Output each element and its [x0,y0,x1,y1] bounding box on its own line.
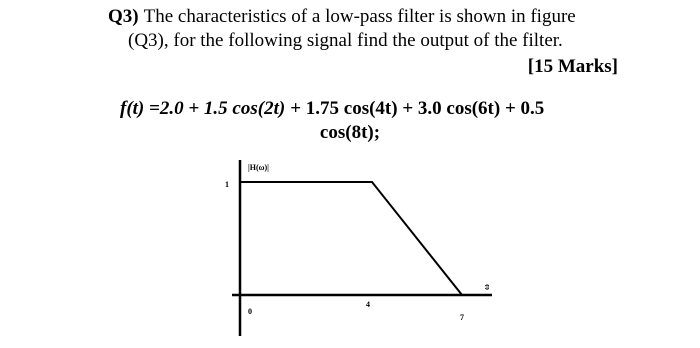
equation-bold: + 1.75 cos(4t) + 3.0 cos(6t) + 0.5 [290,98,545,119]
x-tick-label: 7 [460,313,464,322]
x-tick-label: 0 [248,307,252,316]
x-tick-label: 4 [366,300,370,309]
question-line: Q3) The characteristics of a low-pass fil… [108,6,576,28]
question-number: Q3) [108,6,139,27]
y-label: |H(ω)| [248,163,269,172]
equation-italic: f(t) =2.0 + 1.5 cos(2t) [120,98,286,119]
equation-line: f(t) =2.0 + 1.5 cos(2t) + 1.75 cos(4t) + … [120,98,544,120]
question-text: (Q3), for the following signal find the … [128,30,563,51]
filter-response [240,181,463,296]
x-label: ω [482,284,491,290]
equation-line-2: cos(8t); [319,122,381,143]
y-tick-label: 1 [225,180,229,189]
marks: [15 Marks] [527,56,618,77]
question-text: The characteristics of a low-pass filter… [143,6,576,27]
